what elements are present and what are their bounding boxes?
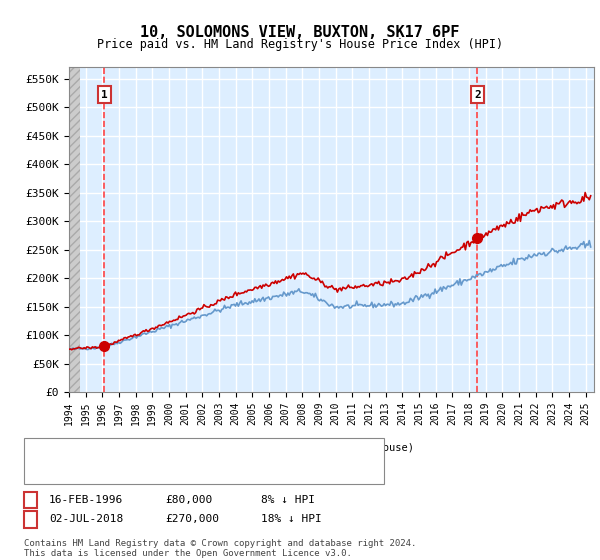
- Text: 2: 2: [474, 90, 481, 100]
- Text: 10, SOLOMONS VIEW, BUXTON, SK17 6PF (detached house): 10, SOLOMONS VIEW, BUXTON, SK17 6PF (det…: [89, 443, 414, 453]
- Text: 18% ↓ HPI: 18% ↓ HPI: [261, 514, 322, 524]
- Text: Price paid vs. HM Land Registry's House Price Index (HPI): Price paid vs. HM Land Registry's House …: [97, 38, 503, 50]
- Text: £80,000: £80,000: [165, 495, 212, 505]
- Text: 2: 2: [27, 514, 34, 524]
- Text: 02-JUL-2018: 02-JUL-2018: [49, 514, 124, 524]
- Text: ————: ————: [45, 441, 75, 455]
- Text: 1: 1: [101, 90, 108, 100]
- Text: 10, SOLOMONS VIEW, BUXTON, SK17 6PF: 10, SOLOMONS VIEW, BUXTON, SK17 6PF: [140, 25, 460, 40]
- Text: ————: ————: [45, 454, 75, 467]
- Text: 16-FEB-1996: 16-FEB-1996: [49, 495, 124, 505]
- Text: 1: 1: [27, 495, 34, 505]
- Bar: [69, 67, 80, 392]
- Text: Contains HM Land Registry data © Crown copyright and database right 2024.
This d: Contains HM Land Registry data © Crown c…: [24, 539, 416, 558]
- Text: HPI: Average price, detached house, High Peak: HPI: Average price, detached house, High…: [89, 455, 370, 465]
- Text: 8% ↓ HPI: 8% ↓ HPI: [261, 495, 315, 505]
- Text: £270,000: £270,000: [165, 514, 219, 524]
